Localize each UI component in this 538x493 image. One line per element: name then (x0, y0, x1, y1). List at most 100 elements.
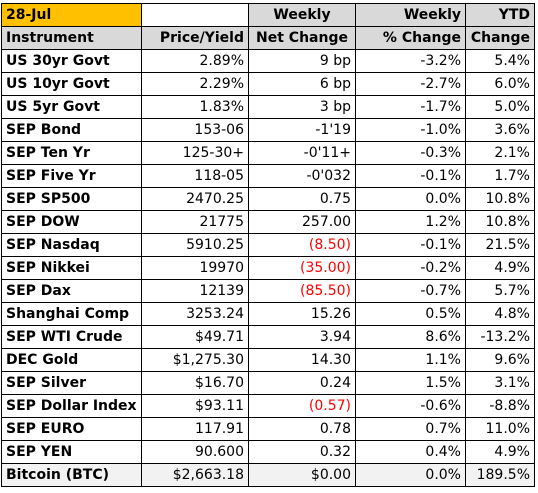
pct-change-cell: -1.7% (355, 95, 466, 119)
instrument-cell: US 30yr Govt (1, 49, 142, 73)
pct-change-cell: -0.6% (355, 394, 466, 418)
price-yield-cell: 118-05 (141, 164, 249, 188)
header-net-change: Net Change (248, 26, 356, 50)
table-row: US 30yr Govt 2.89% 9 bp -3.2% 5.4% (1, 49, 535, 73)
pct-change-cell: 0.5% (355, 302, 466, 326)
price-yield-cell: 2470.25 (141, 187, 249, 211)
instrument-cell: DEC Gold (1, 348, 142, 372)
header-pct-change: % Change (355, 26, 466, 50)
instrument-cell: SEP YEN (1, 440, 142, 464)
table-row: SEP Dax 12139 (85.50) -0.7% 5.7% (1, 279, 535, 303)
instrument-cell: US 5yr Govt (1, 95, 142, 119)
net-change-cell: (8.50) (248, 233, 356, 257)
price-yield-cell: 117.91 (141, 417, 249, 441)
instrument-cell: SEP Nikkei (1, 256, 142, 280)
net-change-cell: -1'19 (248, 118, 356, 142)
price-yield-cell: 2.89% (141, 49, 249, 73)
table-row: Shanghai Comp 3253.24 15.26 0.5% 4.8% (1, 302, 535, 326)
price-yield-cell: 19970 (141, 256, 249, 280)
table-row: SEP Nasdaq 5910.25 (8.50) -0.1% 21.5% (1, 233, 535, 257)
ytd-change-cell: 5.4% (465, 49, 535, 73)
ytd-change-cell: 4.8% (465, 302, 535, 326)
ytd-change-cell: 6.0% (465, 72, 535, 96)
net-change-cell: 9 bp (248, 49, 356, 73)
price-yield-cell: $16.70 (141, 371, 249, 395)
ytd-change-cell: 11.0% (465, 417, 535, 441)
header-ytd-top: YTD (465, 3, 535, 27)
instrument-cell: SEP WTI Crude (1, 325, 142, 349)
price-yield-cell: 21775 (141, 210, 249, 234)
ytd-change-cell: 5.7% (465, 279, 535, 303)
table-row: SEP SP500 2470.25 0.75 0.0% 10.8% (1, 187, 535, 211)
net-change-cell: 3.94 (248, 325, 356, 349)
instrument-cell: SEP Silver (1, 371, 142, 395)
ytd-change-cell: 3.1% (465, 371, 535, 395)
instrument-cell: SEP Five Yr (1, 164, 142, 188)
ytd-change-cell: 3.6% (465, 118, 535, 142)
table-row: SEP YEN 90.600 0.32 0.4% 4.9% (1, 440, 535, 464)
header-net-change-top: Weekly (248, 3, 356, 27)
pct-change-cell: -1.0% (355, 118, 466, 142)
ytd-change-cell: 4.9% (465, 256, 535, 280)
ytd-change-cell: 9.6% (465, 348, 535, 372)
table-row: SEP Ten Yr 125-30+ -0'11+ -0.3% 2.1% (1, 141, 535, 165)
net-change-cell: (35.00) (248, 256, 356, 280)
instrument-cell: SEP Dollar Index (1, 394, 142, 418)
table-row: Bitcoin (BTC) $2,663.18 $0.00 0.0% 189.5% (1, 463, 535, 487)
pct-change-cell: 0.4% (355, 440, 466, 464)
price-yield-cell: 5910.25 (141, 233, 249, 257)
pct-change-cell: -0.1% (355, 164, 466, 188)
ytd-change-cell: 2.1% (465, 141, 535, 165)
instrument-cell: SEP SP500 (1, 187, 142, 211)
header-pct-change-top: Weekly (355, 3, 466, 27)
ytd-change-cell: 189.5% (465, 463, 535, 487)
instrument-cell: US 10yr Govt (1, 72, 142, 96)
ytd-change-cell: 4.9% (465, 440, 535, 464)
price-yield-cell: 90.600 (141, 440, 249, 464)
instrument-cell: SEP Nasdaq (1, 233, 142, 257)
net-change-cell: -0'11+ (248, 141, 356, 165)
date-cell: 28-Jul (1, 3, 142, 27)
ytd-change-cell: 1.7% (465, 164, 535, 188)
price-yield-cell: $2,663.18 (141, 463, 249, 487)
pct-change-cell: -0.2% (355, 256, 466, 280)
price-yield-cell: 153-06 (141, 118, 249, 142)
instrument-cell: SEP Bond (1, 118, 142, 142)
price-yield-cell: 12139 (141, 279, 249, 303)
instrument-cell: SEP Dax (1, 279, 142, 303)
table-row: SEP Five Yr 118-05 -0'032 -0.1% 1.7% (1, 164, 535, 188)
table-row: DEC Gold $1,275.30 14.30 1.1% 9.6% (1, 348, 535, 372)
net-change-cell: 0.24 (248, 371, 356, 395)
net-change-cell: 0.32 (248, 440, 356, 464)
price-yield-cell: 125-30+ (141, 141, 249, 165)
header-ytd-change: Change (465, 26, 535, 50)
net-change-cell: -0'032 (248, 164, 356, 188)
instrument-cell: Shanghai Comp (1, 302, 142, 326)
pct-change-cell: -0.3% (355, 141, 466, 165)
market-summary-table: 28-Jul Weekly Weekly YTD Instrument Pric… (1, 3, 535, 487)
ytd-change-cell: 21.5% (465, 233, 535, 257)
blank-header-cell (141, 3, 249, 27)
net-change-cell: 0.78 (248, 417, 356, 441)
net-change-cell: (0.57) (248, 394, 356, 418)
price-yield-cell: $1,275.30 (141, 348, 249, 372)
net-change-cell: 0.75 (248, 187, 356, 211)
table-row: SEP DOW 21775 257.00 1.2% 10.8% (1, 210, 535, 234)
instrument-cell: Bitcoin (BTC) (1, 463, 142, 487)
net-change-cell: 257.00 (248, 210, 356, 234)
header-row-2: Instrument Price/Yield Net Change % Chan… (1, 26, 535, 50)
instrument-cell: SEP DOW (1, 210, 142, 234)
ytd-change-cell: 5.0% (465, 95, 535, 119)
net-change-cell: (85.50) (248, 279, 356, 303)
instrument-cell: SEP Ten Yr (1, 141, 142, 165)
pct-change-cell: 1.2% (355, 210, 466, 234)
pct-change-cell: -3.2% (355, 49, 466, 73)
table-row: SEP Nikkei 19970 (35.00) -0.2% 4.9% (1, 256, 535, 280)
price-yield-cell: 3253.24 (141, 302, 249, 326)
ytd-change-cell: -13.2% (465, 325, 535, 349)
table-row: US 10yr Govt 2.29% 6 bp -2.7% 6.0% (1, 72, 535, 96)
price-yield-cell: $93.11 (141, 394, 249, 418)
net-change-cell: $0.00 (248, 463, 356, 487)
ytd-change-cell: -8.8% (465, 394, 535, 418)
table-row: SEP Dollar Index $93.11 (0.57) -0.6% -8.8% (1, 394, 535, 418)
